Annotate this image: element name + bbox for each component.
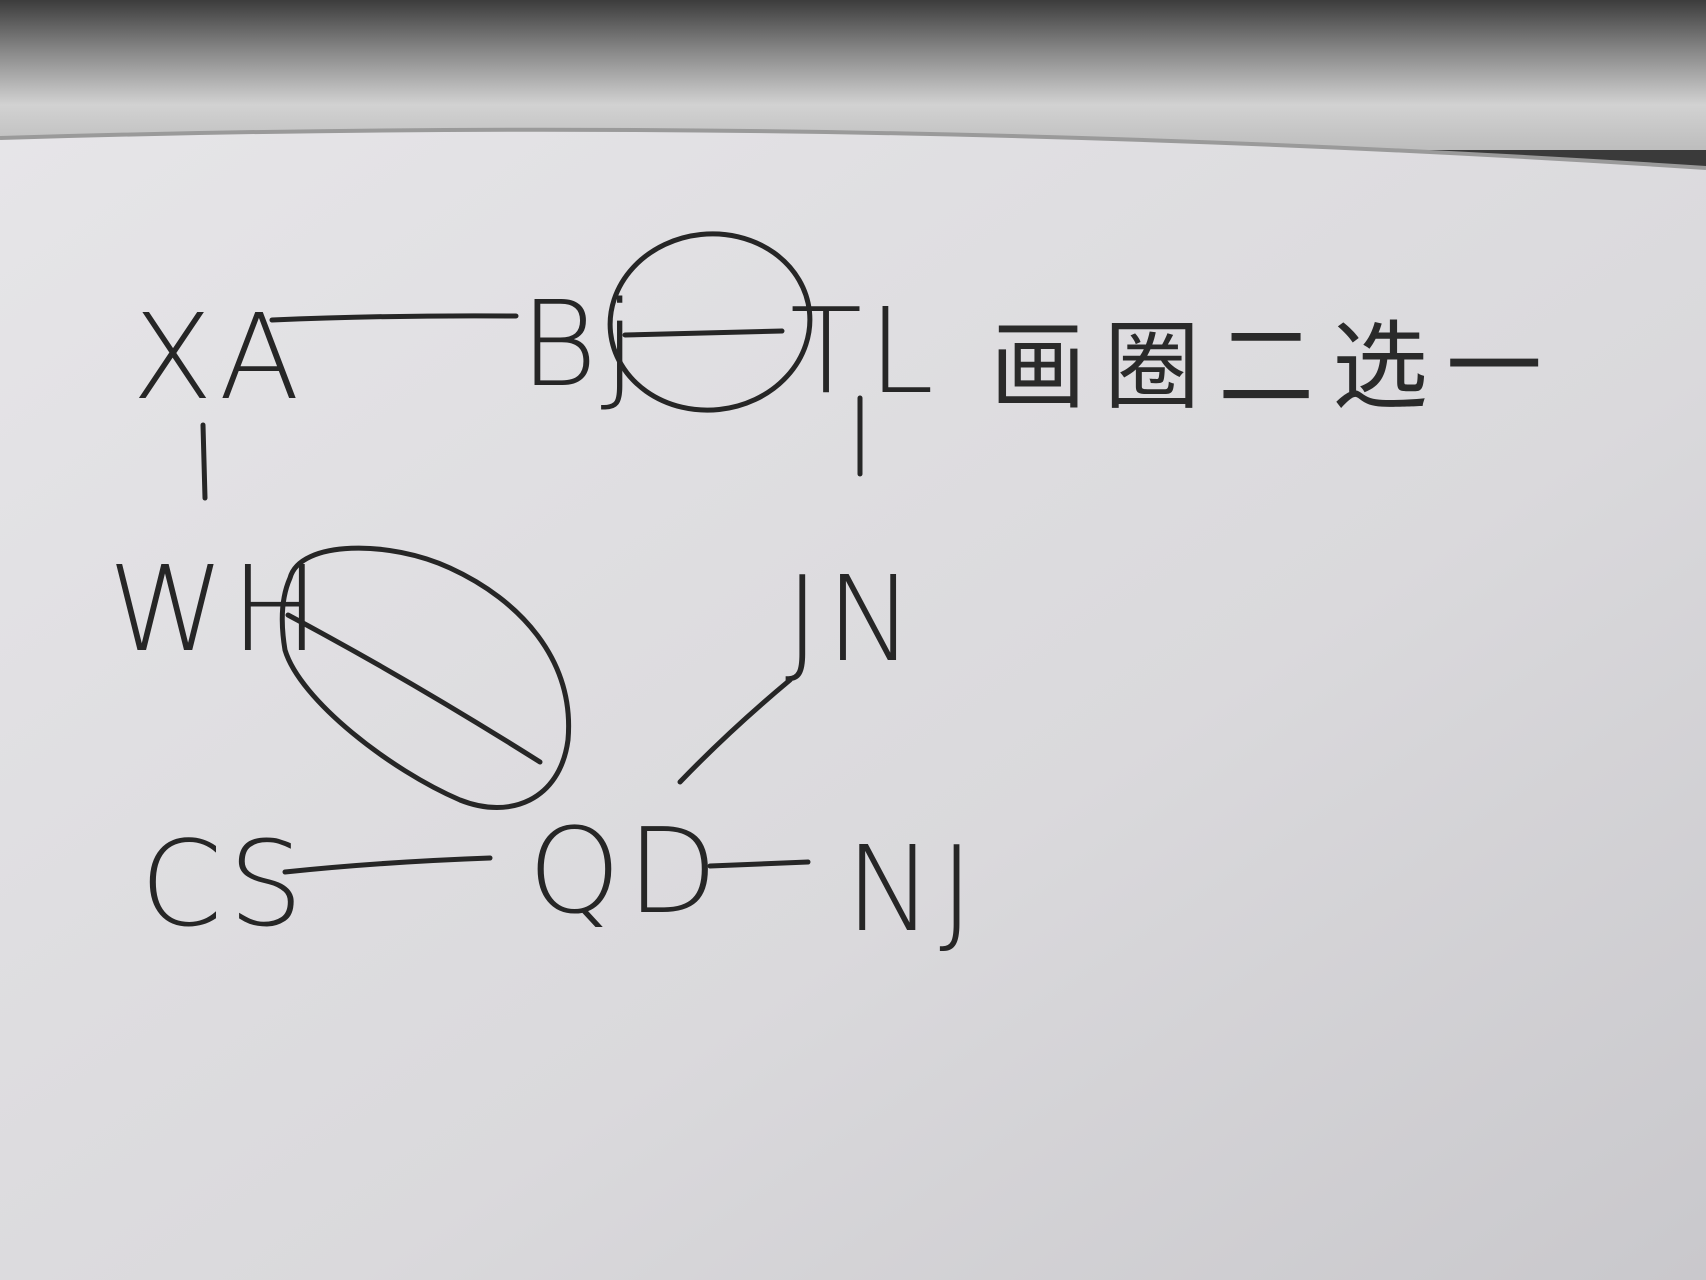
node-cs: CS [140, 815, 309, 953]
node-tl: TL [790, 282, 940, 420]
node-xa: XA [132, 288, 306, 426]
node-qd: QD [528, 802, 724, 940]
edges [200, 313, 863, 875]
node-bj: Bj [520, 275, 642, 413]
edge-xa-bj [269, 313, 519, 323]
node-nj: NJ [845, 820, 980, 958]
nodes: XA Bj TL WH JN CS QD NJ [108, 275, 980, 958]
node-wh: WH [108, 540, 325, 678]
edge-xa-wh [200, 422, 208, 501]
note-choose-one-of-two: 画圈二选一 [990, 311, 1560, 423]
circle-wh-qd [279, 545, 572, 810]
edge-jn-qd [677, 677, 793, 785]
edge-bj-tl [622, 328, 785, 338]
circled-edges [279, 231, 813, 810]
circle-bj-tl [607, 231, 813, 413]
edge-wh-qd [285, 612, 543, 765]
edge-cs-qd [282, 855, 493, 875]
edge-qd-nj [707, 859, 811, 869]
node-jn: JN [785, 550, 920, 688]
